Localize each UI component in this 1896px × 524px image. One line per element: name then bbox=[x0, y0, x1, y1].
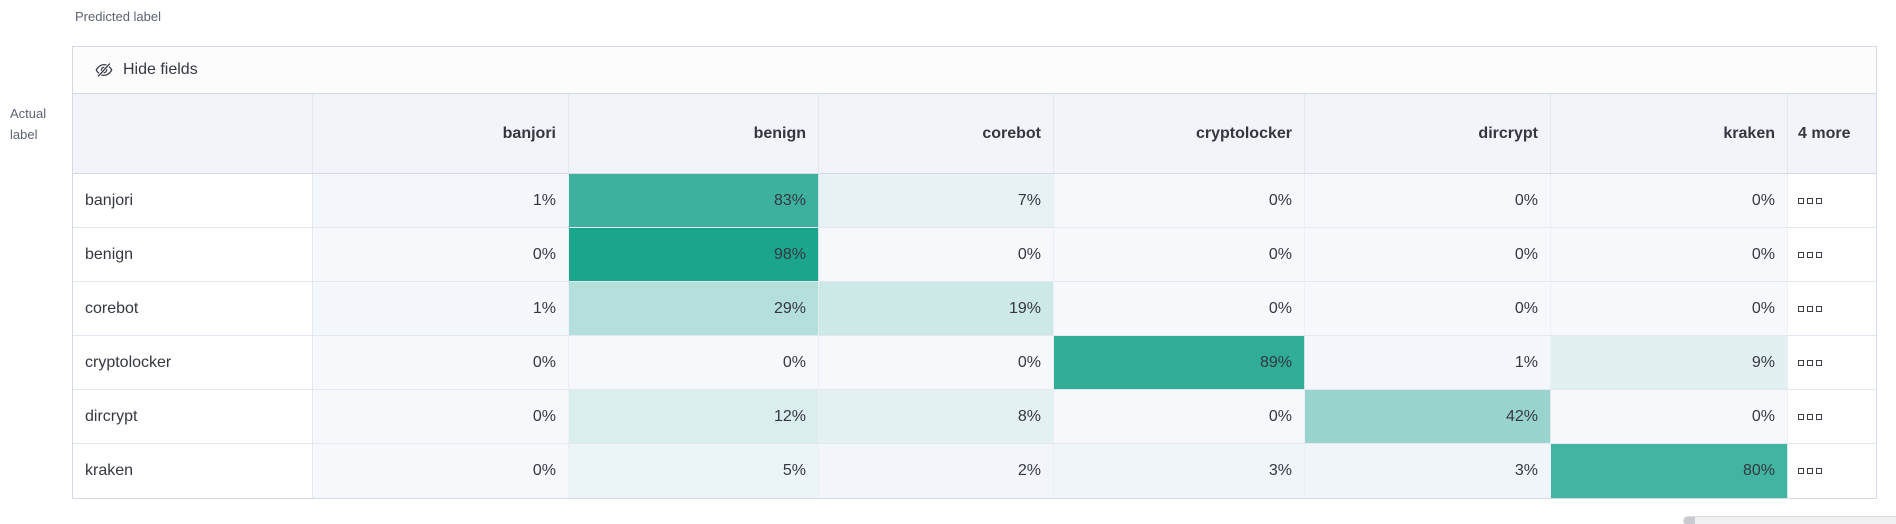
matrix-cell-benign-corebot: 0% bbox=[819, 228, 1054, 281]
matrix-cell-banjori-dircrypt: 0% bbox=[1305, 174, 1551, 227]
matrix-cell-dircrypt-banjori: 0% bbox=[313, 390, 569, 443]
corner-header-cell bbox=[73, 94, 313, 173]
matrix-cell-cryptolocker-banjori: 0% bbox=[313, 336, 569, 389]
column-header-dircrypt[interactable]: dircrypt bbox=[1305, 94, 1551, 173]
row-label-dircrypt: dircrypt bbox=[73, 390, 313, 443]
boxes-horizontal-icon[interactable] bbox=[1798, 251, 1822, 258]
matrix-cell-dircrypt-kraken: 0% bbox=[1551, 390, 1788, 443]
hide-fields-button[interactable]: Hide fields bbox=[73, 47, 1876, 94]
predicted-label: Predicted label bbox=[75, 9, 161, 24]
column-header-benign[interactable]: benign bbox=[569, 94, 819, 173]
row-overflow-cell bbox=[1788, 390, 1876, 443]
matrix-cell-benign-dircrypt: 0% bbox=[1305, 228, 1551, 281]
matrix-cell-cryptolocker-cryptolocker: 89% bbox=[1054, 336, 1305, 389]
matrix-cell-corebot-cryptolocker: 0% bbox=[1054, 282, 1305, 335]
matrix-row-banjori: banjori 1% 83% 7% 0% 0% 0% bbox=[73, 174, 1876, 228]
matrix-cell-dircrypt-corebot: 8% bbox=[819, 390, 1054, 443]
matrix-cell-dircrypt-cryptolocker: 0% bbox=[1054, 390, 1305, 443]
matrix-row-kraken: kraken 0% 5% 2% 3% 3% 80% bbox=[73, 444, 1876, 498]
column-header-corebot[interactable]: corebot bbox=[819, 94, 1054, 173]
matrix-cell-cryptolocker-dircrypt: 1% bbox=[1305, 336, 1551, 389]
row-label-benign: benign bbox=[73, 228, 313, 281]
matrix-cell-kraken-banjori: 0% bbox=[313, 444, 569, 498]
matrix-cell-corebot-kraken: 0% bbox=[1551, 282, 1788, 335]
hide-fields-label: Hide fields bbox=[123, 61, 198, 78]
row-overflow-cell bbox=[1788, 336, 1876, 389]
matrix-body: banjori 1% 83% 7% 0% 0% 0% benign 0% 98% 0% 0% 0% 0% c… bbox=[73, 174, 1876, 498]
scrollbar-thumb[interactable] bbox=[1684, 517, 1695, 524]
column-header-cryptolocker[interactable]: cryptolocker bbox=[1054, 94, 1305, 173]
matrix-cell-banjori-banjori: 1% bbox=[313, 174, 569, 227]
matrix-row-benign: benign 0% 98% 0% 0% 0% 0% bbox=[73, 228, 1876, 282]
matrix-cell-banjori-benign: 83% bbox=[569, 174, 819, 227]
horizontal-scrollbar[interactable] bbox=[1683, 516, 1896, 524]
row-overflow-cell bbox=[1788, 174, 1876, 227]
matrix-cell-dircrypt-benign: 12% bbox=[569, 390, 819, 443]
matrix-cell-cryptolocker-kraken: 9% bbox=[1551, 336, 1788, 389]
matrix-cell-banjori-kraken: 0% bbox=[1551, 174, 1788, 227]
matrix-row-cryptolocker: cryptolocker 0% 0% 0% 89% 1% 9% bbox=[73, 336, 1876, 390]
matrix-row-corebot: corebot 1% 29% 19% 0% 0% 0% bbox=[73, 282, 1876, 336]
column-header-kraken[interactable]: kraken bbox=[1551, 94, 1788, 173]
matrix-cell-banjori-cryptolocker: 0% bbox=[1054, 174, 1305, 227]
boxes-horizontal-icon[interactable] bbox=[1798, 197, 1822, 204]
row-label-kraken: kraken bbox=[73, 444, 313, 498]
matrix-cell-benign-kraken: 0% bbox=[1551, 228, 1788, 281]
matrix-cell-corebot-banjori: 1% bbox=[313, 282, 569, 335]
column-header-banjori[interactable]: banjori bbox=[313, 94, 569, 173]
matrix-cell-kraken-benign: 5% bbox=[569, 444, 819, 498]
matrix-cell-cryptolocker-corebot: 0% bbox=[819, 336, 1054, 389]
boxes-horizontal-icon[interactable] bbox=[1798, 468, 1822, 474]
matrix-cell-benign-benign: 98% bbox=[569, 228, 819, 281]
columns-overflow-header[interactable]: 4 more bbox=[1788, 94, 1876, 173]
boxes-horizontal-icon[interactable] bbox=[1798, 359, 1822, 366]
boxes-horizontal-icon[interactable] bbox=[1798, 413, 1822, 420]
row-label-cryptolocker: cryptolocker bbox=[73, 336, 313, 389]
actual-label: Actual label bbox=[10, 106, 47, 143]
matrix-cell-corebot-benign: 29% bbox=[569, 282, 819, 335]
matrix-cell-banjori-corebot: 7% bbox=[819, 174, 1054, 227]
matrix-row-dircrypt: dircrypt 0% 12% 8% 0% 42% 0% bbox=[73, 390, 1876, 444]
confusion-matrix-grid: Hide fields banjori benign corebot cryptolo… bbox=[72, 46, 1877, 499]
matrix-cell-kraken-cryptolocker: 3% bbox=[1054, 444, 1305, 498]
matrix-cell-kraken-dircrypt: 3% bbox=[1305, 444, 1551, 498]
row-label-banjori: banjori bbox=[73, 174, 313, 227]
matrix-cell-benign-cryptolocker: 0% bbox=[1054, 228, 1305, 281]
eye-closed-icon bbox=[95, 61, 113, 79]
matrix-cell-dircrypt-dircrypt: 42% bbox=[1305, 390, 1551, 443]
row-label-corebot: corebot bbox=[73, 282, 313, 335]
matrix-cell-kraken-kraken: 80% bbox=[1551, 444, 1788, 498]
matrix-cell-corebot-dircrypt: 0% bbox=[1305, 282, 1551, 335]
row-overflow-cell bbox=[1788, 228, 1876, 281]
matrix-cell-kraken-corebot: 2% bbox=[819, 444, 1054, 498]
matrix-cell-benign-banjori: 0% bbox=[313, 228, 569, 281]
row-overflow-cell bbox=[1788, 444, 1876, 498]
matrix-cell-corebot-corebot: 19% bbox=[819, 282, 1054, 335]
row-overflow-cell bbox=[1788, 282, 1876, 335]
column-header-row: banjori benign corebot cryptolocker dircrypt… bbox=[73, 94, 1876, 174]
matrix-cell-cryptolocker-benign: 0% bbox=[569, 336, 819, 389]
boxes-horizontal-icon[interactable] bbox=[1798, 305, 1822, 312]
